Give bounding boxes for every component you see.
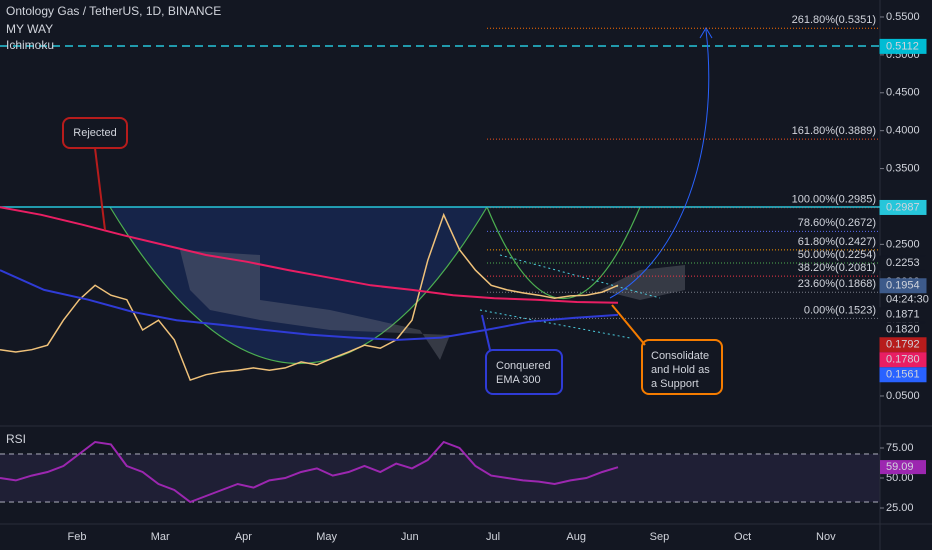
pane-title: RSI — [6, 432, 26, 446]
y-tick-label: 0.3500 — [886, 162, 920, 174]
annotation: a Support — [651, 378, 699, 390]
price-label: 0.1780 — [886, 354, 920, 366]
chart-title: Ontology Gas / TetherUS, 1D, BINANCE — [6, 4, 221, 18]
price-label-box — [879, 322, 927, 338]
x-tick-label: Jul — [486, 531, 500, 543]
annotation: EMA 300 — [496, 374, 541, 386]
x-tick-label: May — [316, 531, 337, 543]
fib-label: 61.80%(0.2427) — [798, 236, 876, 248]
price-label-box — [879, 255, 927, 271]
price-label-box — [879, 367, 927, 383]
y-tick-label: 50.00 — [886, 472, 914, 484]
annotation: Consolidate — [651, 350, 709, 362]
callout — [94, 147, 106, 231]
ichimoku-cloud — [180, 250, 450, 360]
price-label: 0.1871 — [886, 309, 920, 321]
rsi-label-box — [880, 460, 926, 475]
price-label-box — [879, 278, 927, 294]
fib-label: 161.80%(0.3889) — [792, 125, 876, 137]
price-label: 0.1792 — [886, 339, 920, 351]
annotation: Conquered — [496, 360, 550, 372]
price-label: 0.1954 — [886, 280, 920, 292]
price-label: 0.2987 — [886, 201, 920, 213]
callout — [611, 304, 646, 346]
price-label-box — [879, 38, 927, 54]
x-tick-label: Apr — [235, 531, 252, 543]
price-label: 0.2253 — [886, 257, 920, 269]
fib-label: 100.00%(0.2985) — [792, 194, 876, 206]
x-tick-label: Oct — [734, 531, 751, 543]
price-label-box — [879, 307, 927, 323]
x-tick-label: Mar — [151, 531, 170, 543]
series-line — [0, 269, 619, 341]
fib-label: 261.80%(0.5351) — [792, 14, 876, 26]
annotation-box — [485, 349, 563, 395]
indicator: MY WAY — [6, 22, 53, 36]
price-label: 0.1820 — [886, 324, 920, 336]
price-label-box — [879, 352, 927, 368]
rsi-label: 59.09 — [886, 461, 914, 473]
y-tick-label: 0.4500 — [886, 87, 920, 99]
fib-label: 50.00%(0.2254) — [798, 249, 876, 261]
x-tick-label: Feb — [68, 531, 87, 543]
price-label: 0.1561 — [886, 369, 920, 381]
price-label: 0.5112 — [886, 40, 919, 52]
fib-label: 0.00%(0.1523) — [804, 304, 876, 316]
y-tick-label: 0.2500 — [886, 238, 920, 250]
y-tick-label: 0.4000 — [886, 125, 920, 137]
series-line — [0, 212, 619, 382]
price-label-box — [879, 337, 927, 353]
countdown: 04:24:30 — [886, 294, 929, 306]
y-tick-label: 0.5500 — [886, 11, 920, 23]
projection-arrow — [609, 29, 710, 299]
annotation-box — [641, 339, 723, 395]
fib-label: 23.60%(0.1868) — [798, 278, 876, 290]
x-tick-label: Aug — [566, 531, 586, 543]
trend-line — [479, 309, 631, 339]
x-tick-label: Nov — [816, 531, 836, 543]
y-tick-label: 25.00 — [886, 502, 914, 514]
rsi-fill — [0, 454, 880, 502]
x-tick-label: Jun — [401, 531, 419, 543]
handle-arc — [486, 206, 641, 300]
annotation: Rejected — [73, 127, 116, 139]
y-tick-label: 75.00 — [886, 442, 914, 454]
x-tick-label: Sep — [650, 531, 670, 543]
fib-label: 78.60%(0.2672) — [798, 217, 876, 229]
series-line — [0, 206, 619, 304]
price-label-box — [879, 199, 927, 215]
indicator: Ichimoku — [6, 38, 54, 52]
y-tick-label: 0.0500 — [886, 390, 920, 402]
callout — [481, 314, 491, 351]
annotation: and Hold as — [651, 364, 710, 376]
series-line — [0, 440, 619, 504]
fib-label: 38.20%(0.2081) — [798, 262, 876, 274]
marks — [0, 27, 880, 504]
